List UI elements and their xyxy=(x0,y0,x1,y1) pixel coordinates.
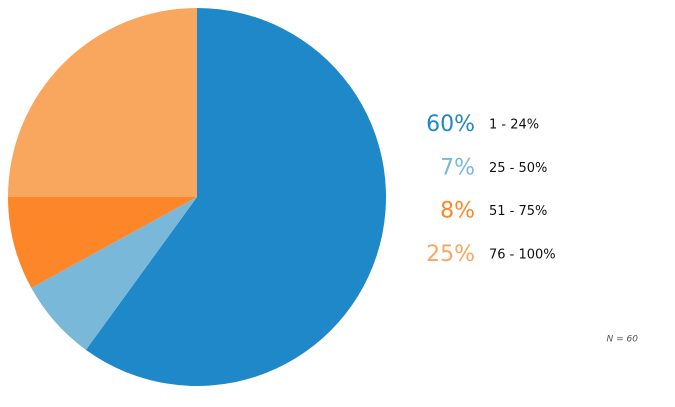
legend-label: 51 - 75% xyxy=(489,204,547,219)
legend-value: 60% xyxy=(426,112,475,137)
pie-slice xyxy=(8,8,197,197)
legend-value: 25% xyxy=(426,242,475,267)
annotation: N = 60 xyxy=(607,335,639,345)
pie-slice xyxy=(85,8,387,386)
legend-label: 25 - 50% xyxy=(489,161,547,176)
legend-label: 76 - 100% xyxy=(489,247,556,262)
legend-value: 7% xyxy=(440,155,475,180)
pie-slice xyxy=(31,197,197,350)
pie-slice xyxy=(8,197,197,289)
legend-label: 1 - 24% xyxy=(489,118,539,133)
legend-value: 8% xyxy=(440,199,475,224)
